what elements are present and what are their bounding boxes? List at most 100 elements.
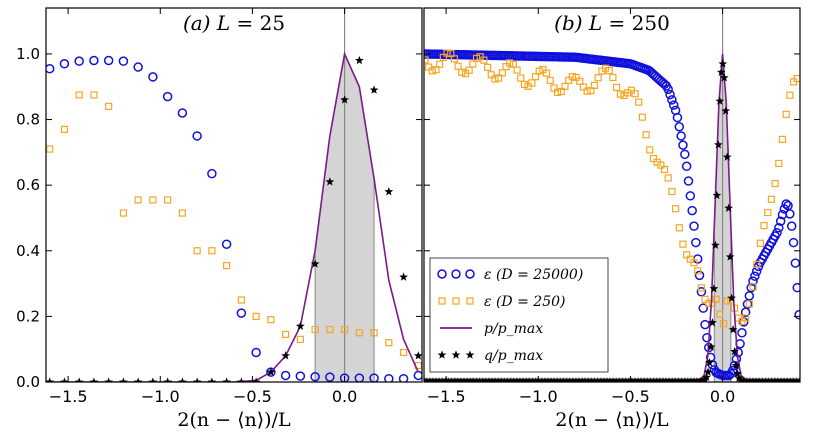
- data-point-square: [542, 69, 551, 77]
- data-point-square: [745, 300, 753, 308]
- data-point-circle: [772, 227, 782, 238]
- data-point-square: [675, 224, 683, 232]
- data-point-square: [557, 87, 565, 96]
- data-point-square: [450, 55, 459, 63]
- data-point-star: [728, 325, 738, 334]
- data-point-circle: [310, 372, 320, 382]
- data-point-square: [385, 339, 393, 347]
- data-point-square: [568, 73, 576, 81]
- x-tick-label: 0.0: [332, 387, 357, 406]
- data-point-star: [340, 95, 349, 104]
- data-point-square: [520, 80, 529, 89]
- data-point-circle: [236, 308, 247, 318]
- data-point-circle: [676, 131, 686, 141]
- data-point-square: [424, 56, 429, 64]
- x-tick-label: −1.0: [519, 387, 558, 406]
- data-point-star: [133, 377, 143, 382]
- title-var: L: [588, 11, 602, 35]
- data-point-circle: [781, 199, 791, 209]
- data-point-star: [706, 342, 716, 351]
- data-point-square: [439, 53, 447, 61]
- data-point-star: [119, 377, 128, 382]
- data-point-square: [657, 161, 665, 169]
- data-point-star: [178, 377, 187, 382]
- data-point-square: [296, 335, 304, 343]
- data-point-square: [535, 67, 543, 75]
- data-point-square: [119, 209, 128, 217]
- data-point-star: [325, 177, 335, 186]
- data-point-star: [719, 73, 729, 82]
- data-point-circle: [696, 287, 707, 297]
- data-point-star: [708, 318, 717, 327]
- data-point-square: [683, 251, 691, 259]
- data-point-square: [546, 76, 554, 85]
- data-point-square: [472, 54, 481, 62]
- data-point-square: [355, 329, 363, 337]
- data-point-square: [282, 330, 290, 339]
- data-point-star: [715, 96, 725, 105]
- data-point-star: [702, 372, 711, 381]
- data-point-star: [795, 377, 800, 382]
- data-point-circle: [413, 370, 422, 381]
- data-point-square: [767, 195, 776, 203]
- data-point-circle: [681, 161, 692, 172]
- data-point-circle: [794, 309, 800, 320]
- data-point-star: [295, 321, 305, 330]
- data-point-circle: [774, 223, 784, 233]
- title-eq: = 25: [230, 11, 285, 35]
- data-point-circle: [369, 373, 379, 382]
- data-point-square: [454, 62, 462, 70]
- data-point-circle: [792, 282, 800, 293]
- plot-area: [46, 8, 422, 382]
- data-point-square: [719, 320, 728, 328]
- x-axis-label: 2(n − ⟨n⟩)/L: [177, 409, 291, 431]
- data-point-circle: [667, 95, 677, 105]
- data-point-star: [207, 377, 217, 382]
- data-point-circle: [133, 62, 143, 72]
- data-point-square: [193, 247, 201, 255]
- data-point-circle: [221, 239, 232, 249]
- series-line: [49, 51, 420, 382]
- data-point-square: [550, 84, 558, 92]
- data-point-square: [311, 325, 319, 334]
- y-tick-label: 0.0: [16, 373, 40, 391]
- data-point-star: [222, 377, 231, 382]
- data-point-circle: [89, 55, 99, 66]
- data-point-square: [601, 64, 610, 72]
- title-panel: (a): [183, 11, 217, 35]
- data-point-star: [711, 240, 720, 250]
- data-point-circle: [790, 258, 800, 268]
- data-point-square: [208, 247, 216, 255]
- data-point-square: [631, 90, 639, 98]
- data-point-star: [281, 351, 290, 360]
- data-point-square: [465, 66, 473, 74]
- data-point-star: [384, 187, 394, 196]
- data-point-circle: [685, 191, 696, 201]
- data-point-square: [149, 196, 157, 204]
- data-point-square: [690, 259, 698, 267]
- data-point-circle: [672, 112, 683, 123]
- data-point-square: [561, 82, 569, 91]
- data-point-square: [679, 240, 687, 248]
- y-tick-label: 0.8: [16, 111, 40, 129]
- data-point-square: [75, 91, 83, 99]
- data-point-circle: [751, 266, 762, 277]
- legend-item: q/p_max: [437, 348, 543, 364]
- data-point-square: [764, 208, 772, 217]
- data-point-star: [104, 377, 114, 382]
- data-point-square: [502, 63, 510, 71]
- legend-text: p/p_max: [484, 321, 543, 337]
- legend-text: (D = 25000): [492, 267, 584, 283]
- data-point-square: [267, 316, 275, 324]
- data-point-square: [517, 74, 525, 82]
- data-point-star: [89, 377, 99, 382]
- x-tick-label: −0.5: [233, 387, 272, 406]
- legend-prefix: ε: [484, 294, 492, 310]
- series-square: [424, 49, 800, 328]
- data-point-circle: [280, 370, 291, 381]
- data-point-circle: [207, 168, 217, 179]
- legend-label: ε (D = 25000): [484, 267, 583, 283]
- data-point-square: [483, 63, 492, 71]
